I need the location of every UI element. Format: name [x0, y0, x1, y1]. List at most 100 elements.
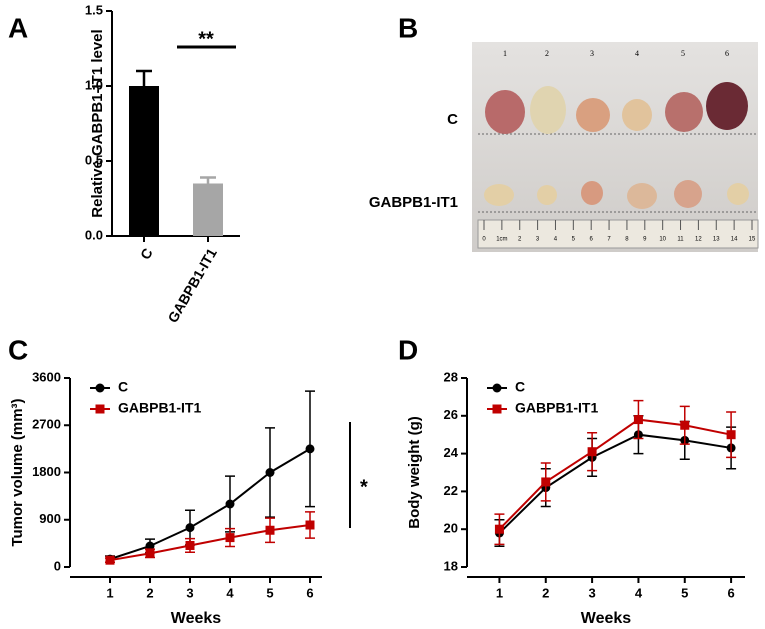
- y-axis-label: Body weight (g): [406, 416, 423, 529]
- lane-label: 4: [635, 49, 639, 58]
- x-axis-label: Weeks: [171, 610, 222, 627]
- ruler-label: 12: [695, 237, 702, 243]
- legend-marker: [492, 404, 502, 414]
- significance: **: [198, 28, 214, 50]
- x-tick-label: 5: [266, 585, 273, 600]
- y-axis-label: Relative GABPB1-IT1 level: [89, 29, 106, 217]
- ruler-label: 13: [713, 237, 720, 243]
- tumor: [727, 183, 749, 205]
- y-tick-label: 22: [444, 483, 458, 498]
- tumor: [484, 184, 514, 206]
- x-tick-label: GABPB1-IT1: [164, 245, 220, 325]
- x-tick-label: 6: [727, 585, 734, 600]
- series-line: [498, 433, 732, 534]
- ruler-label: 6: [590, 237, 594, 243]
- x-tick-label: C: [137, 245, 156, 262]
- point: [541, 477, 551, 487]
- point: [633, 415, 643, 425]
- x-tick-label: 5: [681, 585, 688, 600]
- panel-label: C: [8, 334, 28, 365]
- legend-label: C: [515, 379, 525, 395]
- tumor: [576, 98, 610, 132]
- legend-marker: [95, 383, 105, 393]
- ruler-label: 4: [554, 237, 558, 243]
- lane-label: 2: [545, 49, 549, 58]
- point: [145, 541, 155, 551]
- point: [587, 447, 597, 457]
- row-label: C: [447, 111, 458, 128]
- legend-marker: [492, 383, 502, 393]
- ruler: [477, 219, 759, 249]
- row-label: GABPB1-IT1: [369, 194, 458, 211]
- ruler-label: 15: [749, 237, 756, 243]
- ruler-label: 0: [482, 237, 486, 243]
- tumor: [665, 92, 703, 132]
- point: [225, 499, 235, 509]
- x-tick-label: 2: [146, 585, 153, 600]
- error-bar: [136, 69, 152, 86]
- lane-label: 5: [681, 49, 685, 58]
- point: [105, 555, 115, 565]
- ruler-label: 14: [731, 237, 738, 243]
- point: [145, 548, 155, 558]
- x-tick-label: 2: [542, 585, 549, 600]
- y-tick-label: 24: [444, 445, 459, 460]
- lane-label: 1: [503, 49, 507, 58]
- point: [185, 523, 195, 533]
- y-tick-label: 0.0: [85, 227, 103, 242]
- tumor-photo: [472, 42, 759, 252]
- y-tick-label: 2700: [32, 417, 61, 432]
- error-bar: [200, 176, 216, 184]
- series-line: [109, 524, 311, 562]
- legend-label: GABPB1-IT1: [118, 400, 201, 416]
- series-line: [109, 448, 311, 561]
- ruler-label: 11: [677, 237, 684, 243]
- point: [680, 420, 690, 430]
- y-tick-label: 1800: [32, 464, 61, 479]
- panel-label: D: [398, 334, 418, 365]
- y-tick-label: 1.5: [85, 2, 103, 17]
- tumor: [485, 90, 525, 134]
- ruler-label: 10: [659, 237, 666, 243]
- x-tick-label: 3: [588, 585, 595, 600]
- y-tick-label: 0: [54, 558, 61, 573]
- ruler-label: 7: [607, 237, 611, 243]
- panel-label: B: [398, 12, 418, 43]
- series-line: [498, 418, 732, 530]
- y-axis-label: Tumor volume (mm³): [9, 398, 26, 546]
- tumor: [627, 183, 657, 209]
- y-tick-label: 28: [444, 369, 458, 384]
- tumor: [674, 180, 702, 208]
- legend-label: GABPB1-IT1: [515, 400, 598, 416]
- ruler-label: 9: [643, 237, 647, 243]
- y-tick-label: 20: [444, 521, 458, 536]
- tumor: [706, 82, 748, 130]
- ruler-label: 5: [572, 237, 576, 243]
- point: [265, 525, 275, 535]
- y-tick-label: 1.0: [85, 77, 103, 92]
- tumor: [530, 86, 566, 134]
- legend-marker: [95, 404, 105, 414]
- ruler-label: 8: [625, 237, 629, 243]
- y-tick-label: 3600: [32, 369, 61, 384]
- point: [494, 524, 504, 534]
- x-tick-label: 6: [306, 585, 313, 600]
- point: [305, 444, 315, 454]
- point: [726, 430, 736, 440]
- x-tick-label: 1: [106, 585, 113, 600]
- legend-label: C: [118, 379, 128, 395]
- x-axis-label: Weeks: [581, 610, 632, 627]
- ruler-label: 3: [536, 237, 540, 243]
- ruler-label: 2: [518, 237, 522, 243]
- y-tick-label: 18: [444, 558, 458, 573]
- panel-label: A: [8, 12, 28, 43]
- point: [185, 540, 195, 550]
- lane-label: 6: [725, 49, 729, 58]
- ruler-label: 1cm: [496, 237, 507, 243]
- point: [225, 533, 235, 543]
- y-tick-label: 0.5: [85, 152, 103, 167]
- y-tick-label: 26: [444, 407, 458, 422]
- point: [265, 468, 275, 477]
- tumor: [581, 181, 603, 205]
